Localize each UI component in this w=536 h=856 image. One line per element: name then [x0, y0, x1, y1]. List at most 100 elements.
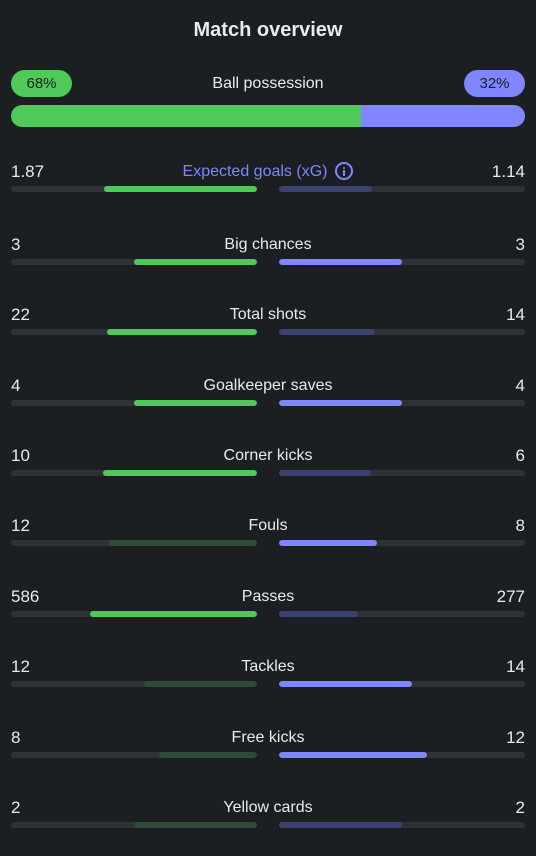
- possession-label: Ball possession: [212, 75, 324, 92]
- home-stat-fill: [134, 400, 257, 406]
- home-stat-fill: [89, 611, 257, 617]
- away-stat-track: [279, 822, 525, 828]
- away-stat-value: 8: [515, 516, 525, 535]
- stat-label-text: Passes: [241, 588, 295, 605]
- stat-row: 586 Passes 277: [11, 586, 525, 626]
- away-stat-fill: [279, 186, 373, 192]
- away-stat-value: 3: [515, 235, 525, 254]
- away-stat-track: [279, 259, 525, 265]
- stat-label-text: Yellow cards: [223, 799, 313, 816]
- home-stat-value: 8: [11, 728, 21, 747]
- home-stat-fill: [109, 540, 257, 546]
- away-stat-fill: [279, 611, 358, 617]
- home-stat-value: 2: [11, 798, 21, 817]
- away-possession-fill: [360, 105, 525, 127]
- home-stat-value: 586: [11, 587, 40, 606]
- home-stat-fill: [143, 681, 257, 687]
- possession-header: 68% Ball possession 32%: [11, 70, 525, 98]
- home-stat-value: 12: [11, 516, 30, 535]
- away-stat-fill: [279, 259, 402, 265]
- away-stat-track: [279, 186, 525, 192]
- away-stat-value: 14: [506, 305, 525, 324]
- stat-label-text: Corner kicks: [223, 447, 313, 464]
- stat-row: 1.87 Expected goals (xG) 1.14: [11, 161, 525, 201]
- away-stat-track: [279, 611, 525, 617]
- stat-label-text: Fouls: [248, 517, 288, 534]
- stat-label-text: Free kicks: [231, 729, 305, 746]
- away-stat-track: [279, 470, 525, 476]
- stat-label: Passes: [11, 586, 525, 608]
- stat-label: Goalkeeper saves: [11, 375, 525, 397]
- home-stat-fill: [103, 470, 257, 476]
- stat-label-text: Total shots: [229, 306, 307, 323]
- stat-row: 12 Tackles 14: [11, 656, 525, 696]
- home-stat-fill: [106, 329, 257, 335]
- stat-row: 12 Fouls 8: [11, 515, 525, 555]
- away-possession-badge: 32%: [464, 70, 525, 97]
- stat-label-text: Goalkeeper saves: [203, 377, 333, 394]
- home-stat-track: [11, 329, 257, 335]
- stat-label: Yellow cards: [11, 797, 525, 819]
- info-icon[interactable]: [335, 162, 354, 180]
- stat-row: 4 Goalkeeper saves 4: [11, 375, 525, 415]
- stat-label-text: Expected goals (xG): [182, 163, 328, 180]
- home-stat-value: 10: [11, 446, 30, 465]
- home-stat-track: [11, 752, 257, 758]
- home-stat-value: 1.87: [11, 162, 45, 181]
- stat-label[interactable]: Expected goals (xG): [11, 161, 525, 183]
- away-stat-value: 4: [515, 376, 525, 395]
- away-stat-value: 277: [496, 587, 525, 606]
- home-stat-track: [11, 822, 257, 828]
- home-stat-value: 4: [11, 376, 21, 395]
- home-stat-track: [11, 186, 257, 192]
- home-stat-track: [11, 470, 257, 476]
- away-stat-value: 2: [515, 798, 525, 817]
- home-stat-track: [11, 681, 257, 687]
- away-stat-track: [279, 329, 525, 335]
- away-stat-value: 6: [515, 446, 525, 465]
- away-stat-track: [279, 400, 525, 406]
- away-stat-fill: [279, 329, 375, 335]
- home-stat-track: [11, 540, 257, 546]
- home-possession-fill: [11, 105, 361, 127]
- home-stat-track: [11, 400, 257, 406]
- away-stat-fill: [279, 400, 402, 406]
- away-stat-value: 1.14: [491, 162, 525, 181]
- away-stat-fill: [279, 470, 372, 476]
- away-stat-track: [279, 540, 525, 546]
- stat-row: 8 Free kicks 12: [11, 727, 525, 767]
- home-stat-value: 3: [11, 235, 21, 254]
- stat-label-text: Tackles: [241, 658, 295, 675]
- home-stat-fill: [134, 259, 257, 265]
- home-stat-fill: [134, 822, 257, 828]
- away-stat-fill: [279, 752, 427, 758]
- stat-label-text: Big chances: [224, 236, 312, 253]
- home-stat-fill: [104, 186, 257, 192]
- stat-label: Free kicks: [11, 727, 525, 749]
- stat-row: 10 Corner kicks 6: [11, 445, 525, 485]
- away-stat-fill: [279, 822, 402, 828]
- stat-label: Big chances: [11, 234, 525, 256]
- home-possession-badge: 68%: [11, 70, 72, 97]
- away-stat-fill: [279, 540, 378, 546]
- away-stat-track: [279, 752, 525, 758]
- home-stat-track: [11, 259, 257, 265]
- away-stat-track: [279, 681, 525, 687]
- home-stat-fill: [158, 752, 257, 758]
- stat-label: Tackles: [11, 656, 525, 678]
- page-title: Match overview: [193, 19, 343, 41]
- stat-row: 22 Total shots 14: [11, 304, 525, 344]
- home-stat-track: [11, 611, 257, 617]
- stat-label: Fouls: [11, 515, 525, 537]
- stat-label: Total shots: [11, 304, 525, 326]
- away-stat-fill: [279, 681, 412, 687]
- stat-row: 2 Yellow cards 2: [11, 797, 525, 837]
- stat-label: Corner kicks: [11, 445, 525, 467]
- stat-row: 3 Big chances 3: [11, 234, 525, 274]
- home-stat-value: 12: [11, 657, 30, 676]
- away-stat-value: 14: [506, 657, 525, 676]
- possession-bar: [11, 105, 525, 127]
- away-stat-value: 12: [506, 728, 525, 747]
- home-stat-value: 22: [11, 305, 30, 324]
